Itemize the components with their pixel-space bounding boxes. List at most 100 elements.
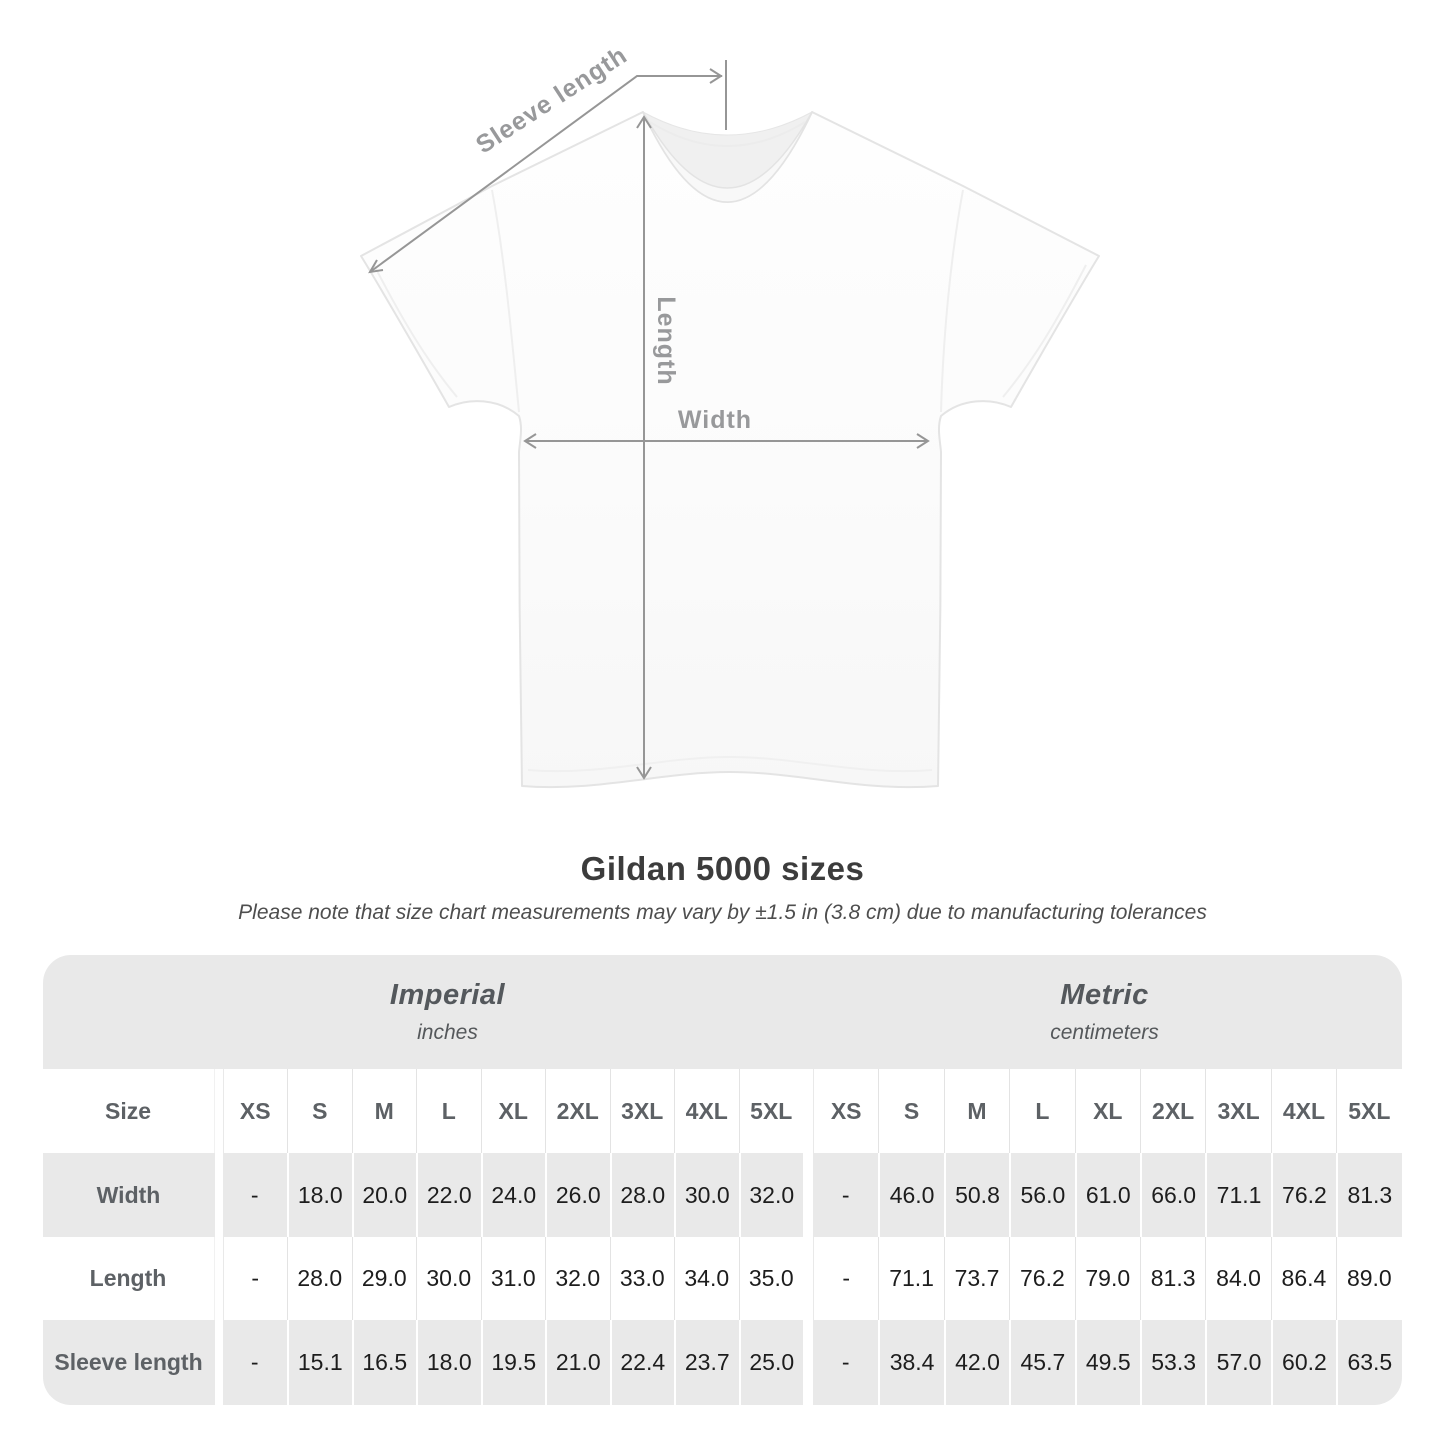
imperial-group-name: Imperial	[389, 979, 506, 1011]
value-cell-imperial: 28.0	[609, 1153, 674, 1237]
value-cell-imperial: 28.0	[287, 1237, 352, 1320]
value-cell-imperial: 24.0	[480, 1153, 545, 1237]
sleeve-length-arrow	[368, 60, 727, 274]
value-cell-metric: 61.0	[1074, 1153, 1140, 1237]
value-cell-imperial: 32.0	[738, 1153, 803, 1237]
right-armhole-seam	[940, 189, 964, 413]
value-cell-imperial: 22.0	[416, 1153, 481, 1237]
size-col-header-imperial: S	[287, 1069, 352, 1153]
width-label: Width	[677, 406, 753, 434]
size-col-header-imperial: XL	[480, 1069, 545, 1153]
value-cell-metric: 81.3	[1336, 1153, 1402, 1237]
size-col-header-metric: L	[1009, 1069, 1075, 1153]
value-cell-imperial: 31.0	[480, 1237, 545, 1320]
row-label-cell: Sleeve length	[42, 1320, 215, 1405]
size-col-header-imperial: 2XL	[545, 1069, 610, 1153]
value-cell-metric: 57.0	[1205, 1320, 1271, 1405]
size-header-cell: Size	[42, 1069, 215, 1153]
value-cell-metric: -	[813, 1320, 879, 1405]
tolerance-note: Please note that size chart measurements…	[238, 901, 1207, 924]
value-cell-metric: 73.7	[943, 1237, 1010, 1320]
size-col-header-imperial: L	[416, 1069, 481, 1153]
value-cell-imperial: 33.0	[609, 1237, 674, 1320]
left-armhole-seam	[491, 189, 520, 413]
size-col-header-metric: XL	[1074, 1069, 1140, 1153]
value-cell-metric: 56.0	[1009, 1153, 1075, 1237]
value-cell-imperial: 23.7	[674, 1320, 739, 1405]
hem-stitch	[527, 755, 933, 773]
value-cell-metric: 76.2	[1270, 1153, 1337, 1237]
value-cell-imperial: 19.5	[480, 1320, 545, 1405]
value-cell-metric: 81.3	[1139, 1237, 1206, 1320]
value-cell-metric: 49.5	[1074, 1320, 1140, 1405]
value-cell-imperial: 16.5	[351, 1320, 416, 1405]
left-cuff-seam	[373, 264, 458, 398]
value-cell-imperial: 21.0	[545, 1320, 610, 1405]
row-label-cell: Width	[42, 1153, 215, 1237]
value-cell-metric: 71.1	[878, 1237, 944, 1320]
size-col-header-metric: M	[943, 1069, 1010, 1153]
size-col-header-metric: 4XL	[1270, 1069, 1337, 1153]
size-col-header-metric: XS	[813, 1069, 879, 1153]
value-cell-imperial: 18.0	[287, 1153, 352, 1237]
value-cell-imperial: 26.0	[545, 1153, 610, 1237]
imperial-group-heading: Imperial inches	[390, 979, 505, 1045]
tshirt-illustration	[360, 60, 1100, 789]
page-title: Gildan 5000 sizes	[580, 850, 865, 887]
value-cell-imperial: 30.0	[674, 1153, 739, 1237]
value-cell-imperial: 35.0	[738, 1237, 803, 1320]
value-cell-metric: 89.0	[1336, 1237, 1402, 1320]
metric-group-unit: centimeters	[1050, 1021, 1159, 1044]
tshirt-measurement-diagram: Sleeve length Length Width	[360, 41, 1100, 789]
tshirt-body	[360, 111, 1100, 789]
value-cell-metric: 76.2	[1009, 1237, 1075, 1320]
value-cell-imperial: 30.0	[416, 1237, 481, 1320]
shoulder-stitch	[649, 121, 806, 147]
value-cell-imperial: 15.1	[287, 1320, 352, 1405]
value-cell-imperial: -	[222, 1237, 287, 1320]
value-cell-metric: 38.4	[878, 1320, 944, 1405]
value-cell-metric: 50.8	[943, 1153, 1010, 1237]
value-cell-imperial: 34.0	[674, 1237, 739, 1320]
value-cell-imperial: 29.0	[351, 1237, 416, 1320]
right-cuff-seam	[1002, 264, 1087, 398]
value-cell-metric: -	[813, 1153, 879, 1237]
imperial-group-unit: inches	[417, 1021, 478, 1044]
metric-group-name: Metric	[1060, 979, 1149, 1011]
width-arrow	[523, 433, 930, 449]
size-col-header-imperial: 3XL	[609, 1069, 674, 1153]
row-label-cell: Length	[42, 1237, 215, 1320]
size-col-header-imperial: XS	[222, 1069, 287, 1153]
table-header-band: Imperial inches Metric centimeters	[42, 955, 1402, 1069]
size-col-header-metric: 5XL	[1336, 1069, 1402, 1153]
value-cell-imperial: 22.4	[609, 1320, 674, 1405]
value-cell-metric: 42.0	[943, 1320, 1010, 1405]
value-cell-metric: 53.3	[1139, 1320, 1206, 1405]
value-cell-metric: 84.0	[1205, 1237, 1271, 1320]
size-col-header-imperial: 5XL	[738, 1069, 803, 1153]
size-col-header-metric: S	[878, 1069, 944, 1153]
size-table: Imperial inches Metric centimeters Size X…	[42, 955, 1403, 1405]
size-col-header-metric: 3XL	[1205, 1069, 1271, 1153]
size-col-header-imperial: 4XL	[674, 1069, 739, 1153]
value-cell-imperial: -	[222, 1320, 287, 1405]
metric-group-heading: Metric centimeters	[1050, 979, 1159, 1045]
value-cell-metric: 46.0	[878, 1153, 944, 1237]
collar-band	[642, 111, 813, 203]
value-cell-metric: 45.7	[1009, 1320, 1075, 1405]
value-cell-imperial: -	[222, 1153, 287, 1237]
size-col-header-metric: 2XL	[1139, 1069, 1206, 1153]
value-cell-metric: 66.0	[1139, 1153, 1206, 1237]
value-cell-metric: -	[813, 1237, 879, 1320]
value-cell-imperial: 20.0	[351, 1153, 416, 1237]
value-cell-imperial: 18.0	[416, 1320, 481, 1405]
value-cell-imperial: 25.0	[738, 1320, 803, 1405]
length-arrow	[636, 115, 652, 780]
value-cell-metric: 71.1	[1205, 1153, 1271, 1237]
value-cell-imperial: 32.0	[545, 1237, 610, 1320]
value-cell-metric: 79.0	[1074, 1237, 1140, 1320]
value-cell-metric: 63.5	[1336, 1320, 1402, 1405]
value-cell-metric: 60.2	[1270, 1320, 1337, 1405]
size-col-header-imperial: M	[351, 1069, 416, 1153]
